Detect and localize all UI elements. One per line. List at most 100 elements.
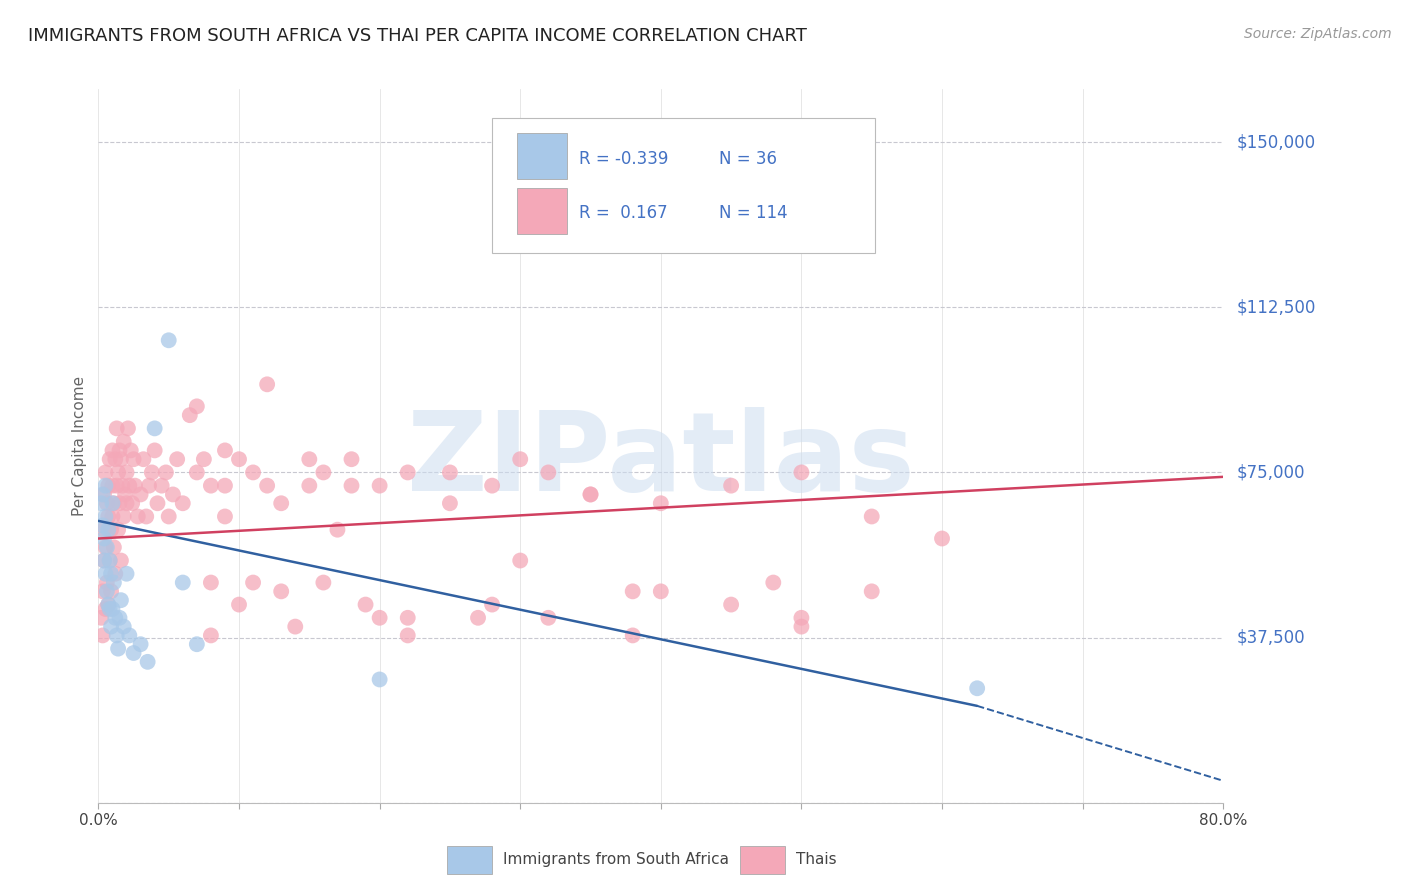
Point — [90, 611, 112, 625]
Text: $37,500: $37,500 — [1237, 629, 1306, 647]
Point — [101, 602, 124, 616]
Point — [107, 641, 129, 656]
Point — [98, 602, 121, 616]
Point — [396, 611, 419, 625]
Point — [96, 584, 118, 599]
Point — [481, 478, 503, 492]
Point — [115, 496, 138, 510]
Point — [115, 566, 138, 581]
Point — [98, 553, 121, 567]
Bar — [447, 846, 492, 874]
Point — [720, 478, 742, 492]
Point — [790, 619, 813, 633]
Point — [579, 487, 602, 501]
Point — [93, 532, 115, 546]
Text: Source: ZipAtlas.com: Source: ZipAtlas.com — [1244, 27, 1392, 41]
Point — [112, 509, 135, 524]
FancyBboxPatch shape — [492, 118, 875, 253]
Point — [621, 628, 644, 642]
Point — [298, 478, 321, 492]
Point — [122, 452, 145, 467]
Point — [101, 443, 124, 458]
Point — [579, 487, 602, 501]
Point — [97, 598, 120, 612]
Text: $75,000: $75,000 — [1237, 464, 1306, 482]
Text: $112,500: $112,500 — [1237, 298, 1316, 317]
Point — [100, 566, 122, 581]
Point — [105, 421, 128, 435]
Point — [150, 478, 173, 492]
Point — [340, 478, 363, 492]
Point — [105, 478, 128, 492]
Point — [143, 421, 166, 435]
Point — [105, 628, 128, 642]
Point — [762, 575, 785, 590]
Point — [101, 478, 124, 492]
Point — [94, 602, 117, 616]
Point — [101, 496, 124, 510]
Point — [790, 611, 813, 625]
Bar — [517, 187, 568, 234]
Point — [200, 478, 222, 492]
Point — [110, 593, 132, 607]
Point — [114, 487, 136, 501]
Point — [112, 619, 135, 633]
Point — [720, 598, 742, 612]
Text: IMMIGRANTS FROM SOUTH AFRICA VS THAI PER CAPITA INCOME CORRELATION CHART: IMMIGRANTS FROM SOUTH AFRICA VS THAI PER… — [28, 27, 807, 45]
Text: R = -0.339: R = -0.339 — [579, 150, 668, 168]
Point — [93, 553, 115, 567]
Point — [138, 478, 160, 492]
Point — [94, 541, 117, 555]
Point — [312, 575, 335, 590]
Point — [98, 553, 121, 567]
Point — [91, 628, 114, 642]
Point — [115, 466, 138, 480]
Point — [124, 478, 146, 492]
Point — [107, 466, 129, 480]
Point — [157, 333, 180, 347]
Point — [214, 509, 236, 524]
Point — [186, 400, 208, 414]
Point — [97, 478, 120, 492]
Point — [439, 496, 461, 510]
Y-axis label: Per Capita Income: Per Capita Income — [72, 376, 87, 516]
Point — [340, 452, 363, 467]
Point — [157, 509, 180, 524]
Point — [141, 466, 163, 480]
Point — [107, 523, 129, 537]
Point — [104, 611, 127, 625]
Point — [242, 575, 264, 590]
Point — [368, 673, 391, 687]
Point — [90, 496, 112, 510]
Text: $150,000: $150,000 — [1237, 133, 1316, 151]
Point — [368, 478, 391, 492]
Point — [256, 377, 278, 392]
Point — [172, 496, 194, 510]
Point — [100, 523, 122, 537]
Point — [132, 452, 155, 467]
Point — [110, 452, 132, 467]
Point — [439, 466, 461, 480]
Point — [509, 553, 531, 567]
Point — [860, 509, 883, 524]
Point — [136, 655, 159, 669]
Point — [120, 443, 142, 458]
Bar — [740, 846, 785, 874]
Point — [94, 466, 117, 480]
Point — [186, 637, 208, 651]
Point — [193, 452, 215, 467]
Point — [104, 566, 127, 581]
Point — [100, 584, 122, 599]
Point — [155, 466, 177, 480]
Point — [108, 496, 131, 510]
Point — [97, 523, 120, 537]
Text: Thais: Thais — [796, 853, 837, 867]
Point — [127, 509, 149, 524]
Point — [368, 611, 391, 625]
Point — [966, 681, 988, 696]
Point — [214, 478, 236, 492]
Point — [860, 584, 883, 599]
Point — [118, 628, 141, 642]
Point — [790, 466, 813, 480]
Point — [228, 452, 250, 467]
